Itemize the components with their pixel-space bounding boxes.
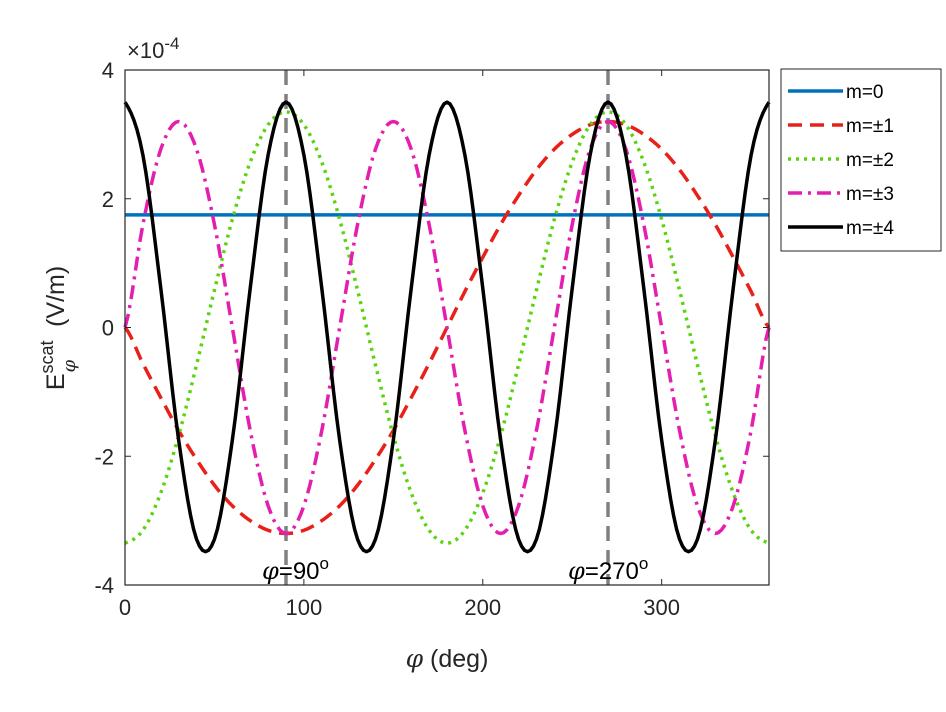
series-line-3 [123,119,771,536]
annotation-phi-270: φ=270o [568,554,648,585]
series-line-4 [123,100,771,554]
reference-lines [284,70,610,585]
y-tick-label: -4 [94,573,114,598]
x-tick-label: 0 [119,595,131,620]
legend-label-2: m=±2 [846,150,894,171]
tick-labels: 0 100 200 300 -4 -2 0 2 4 [94,58,680,620]
legend-label-0: m=0 [846,82,884,103]
y-tick-label: 2 [102,187,114,212]
y-exponent-label: ×10-4 [127,34,179,63]
legend-label-1: m=±1 [846,116,894,137]
y-axis-title: Escat φ (V/m) [37,266,80,390]
ticks [124,69,769,586]
legend-label-4: m=±4 [846,218,894,239]
y-tick-label: 0 [102,316,114,341]
y-tick-label: -2 [94,444,114,469]
y-tick-label: 4 [102,58,114,83]
legend-box [780,68,942,252]
legend: m=0 m=±1 m=±2 m=±3 m=±4 [780,68,942,252]
x-tick-label: 200 [464,595,501,620]
legend-items: m=0 m=±1 m=±2 m=±3 m=±4 [788,82,894,239]
series-layer [123,100,771,554]
legend-label-3: m=±3 [846,184,894,205]
series-line-2 [124,110,770,545]
x-tick-label: 100 [286,595,323,620]
x-tick-label: 300 [643,595,680,620]
annotation-phi-90: φ=90o [262,554,329,585]
x-axis-title: φ (deg) [406,644,489,673]
